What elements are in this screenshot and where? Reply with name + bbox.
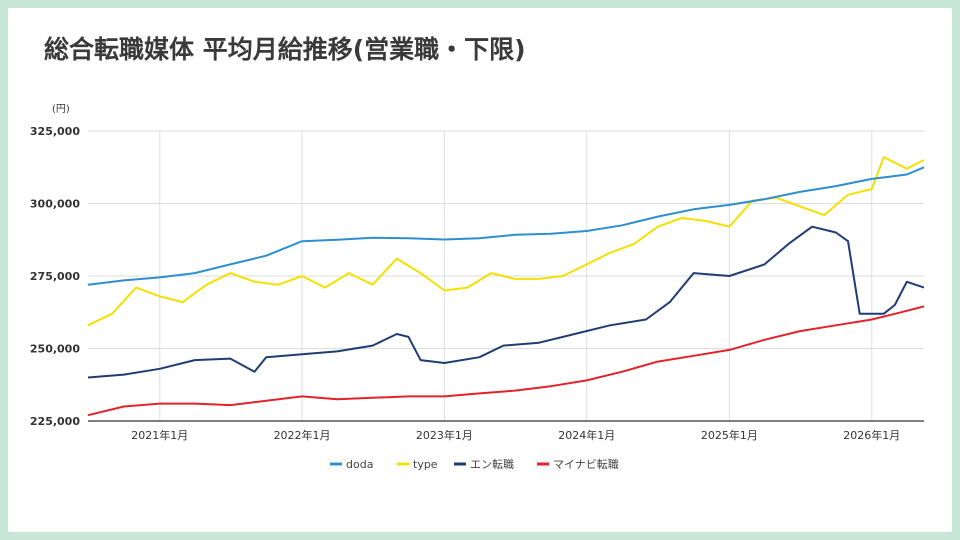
series-line-type: [87, 156, 925, 327]
series-line-en-tenshoku: [87, 225, 925, 379]
y-axis-unit-label: (円): [52, 104, 70, 115]
x-tick-label: 2026年1月: [843, 428, 900, 442]
x-tick-label: 2024年1月: [558, 428, 615, 442]
chart-lines: [87, 156, 925, 417]
y-tick-label: 325,000: [30, 125, 80, 138]
slide-card: [8, 8, 952, 532]
series-line-mynavi-tenshoku: [87, 305, 925, 417]
y-tick-label: 300,000: [30, 198, 80, 211]
y-tick-label: 250,000: [30, 343, 80, 356]
series-line-doda: [87, 166, 925, 286]
legend-label: マイナビ転職: [553, 458, 619, 471]
y-tick-label: 225,000: [30, 415, 80, 428]
x-tick-label: 2021年1月: [131, 428, 188, 442]
legend-label: エン転職: [470, 458, 514, 471]
chart-legend: doda type エン転職 マイナビ転職: [330, 458, 619, 471]
legend-label: type: [413, 458, 438, 471]
x-tick-label: 2023年1月: [416, 428, 473, 442]
x-tick-label: 2025年1月: [701, 428, 758, 442]
x-tick-label: 2022年1月: [274, 428, 331, 442]
y-tick-label: 275,000: [30, 270, 80, 283]
legend-label: doda: [346, 458, 373, 471]
chart-axes: 325,000 300,000 275,000 250,000 225,000 2021年…: [30, 125, 924, 442]
page-title: 総合転職媒体 平均月給推移(営業職・下限): [44, 35, 526, 64]
